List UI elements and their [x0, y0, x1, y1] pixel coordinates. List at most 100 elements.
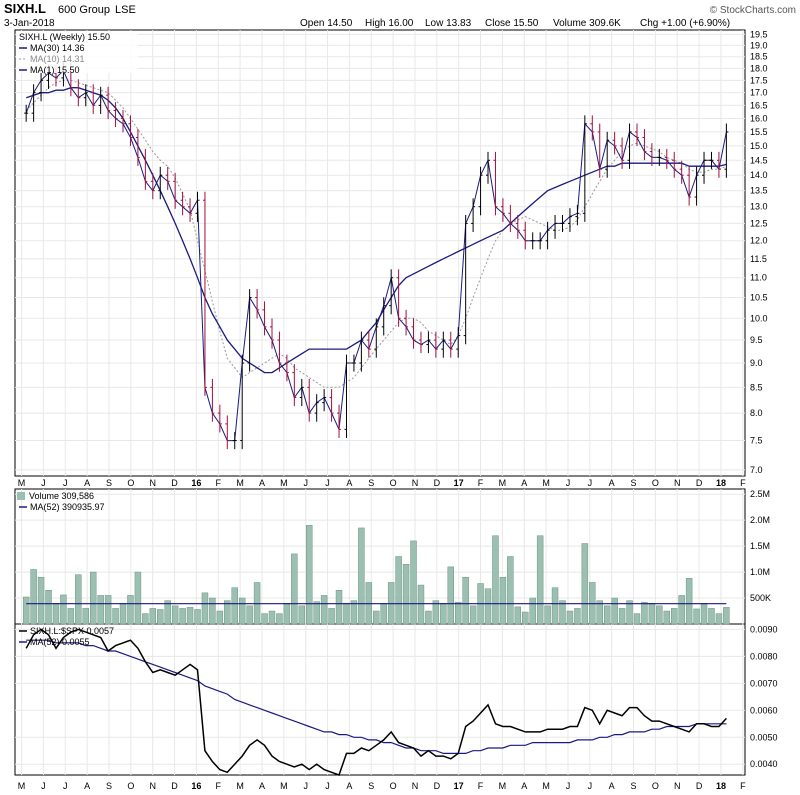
volume-bar — [529, 597, 536, 625]
price-bar — [314, 394, 319, 422]
x-tick-label: O — [390, 478, 397, 488]
volume-bar — [432, 600, 440, 625]
volume-bar — [663, 610, 671, 625]
x-tick-label: D — [696, 478, 703, 488]
price-bar — [433, 331, 438, 358]
volume-bar — [700, 602, 708, 625]
volume-bar — [693, 608, 700, 625]
volume-bar — [134, 571, 142, 625]
volume-bar — [112, 608, 119, 625]
price-bar — [575, 204, 580, 226]
price-bar — [389, 269, 394, 315]
price-bar — [351, 354, 356, 372]
x-tick-label: A — [609, 781, 615, 791]
price-tick-label: 7.5 — [750, 436, 763, 446]
x-tick-label: 16 — [191, 781, 201, 791]
price-bars — [24, 62, 729, 450]
volume-bar — [410, 540, 417, 625]
volume-bar — [447, 566, 454, 625]
volume-bar — [194, 609, 201, 625]
x-tick-label: A — [84, 781, 90, 791]
price-bar — [612, 131, 617, 155]
volume-value: Volume 309.6K — [553, 18, 621, 29]
volume-tick-label: 500K — [750, 593, 771, 603]
volume-bar — [484, 588, 492, 625]
volume-bar — [596, 600, 603, 625]
volume-bar — [52, 602, 60, 625]
volume-bar — [492, 535, 499, 625]
price-tick-label: 18.0 — [750, 63, 768, 73]
price-bar — [493, 151, 498, 216]
price-tick-label: 16.0 — [750, 113, 768, 123]
price-bar — [247, 289, 252, 372]
x-tick-label: A — [346, 781, 352, 791]
x-tick-label: 18 — [716, 781, 726, 791]
x-tick-label: J — [588, 781, 593, 791]
price-tick-label: 15.0 — [750, 141, 768, 151]
price-bar — [508, 204, 513, 232]
price-bar — [232, 432, 237, 450]
legend-ma30: MA(30) 14.36 — [30, 43, 85, 53]
volume-bar — [536, 535, 544, 625]
x-tick-label: M — [499, 781, 507, 791]
price-tick-label: 17.0 — [750, 88, 768, 98]
price-bar — [322, 389, 327, 412]
price-bar — [83, 84, 88, 107]
volume-bar — [30, 569, 37, 625]
x-tick-label: M — [280, 781, 288, 791]
volume-bar — [89, 571, 97, 625]
x-tick-label: N — [149, 781, 156, 791]
volume-bar — [238, 597, 246, 625]
x-tick-label: J — [63, 478, 68, 488]
volume-bar — [298, 605, 306, 625]
x-tick-label: D — [171, 478, 178, 488]
volume-tick-label: 1.5M — [750, 541, 770, 551]
x-tick-label: A — [259, 781, 265, 791]
price-bar — [217, 404, 222, 433]
volume-bar — [216, 610, 224, 625]
volume-tick-label: 1.0M — [750, 567, 770, 577]
volume-bar — [626, 600, 633, 625]
volume-bar — [611, 597, 618, 625]
price-legend: SIXH.L (Weekly) 15.50 MA(30) 14.36 MA(10… — [16, 31, 138, 75]
x-tick-label: M — [499, 478, 507, 488]
price-bar — [180, 191, 185, 216]
price-tick-label: 12.0 — [750, 236, 768, 246]
close-value: Close 15.50 — [485, 18, 539, 29]
price-bar — [523, 221, 528, 250]
price-bar — [709, 151, 714, 169]
volume-bar — [149, 608, 157, 625]
price-tick-label: 18.5 — [750, 52, 768, 62]
x-tick-label: O — [127, 781, 134, 791]
volume-bar — [291, 553, 298, 625]
price-tick-label: 10.5 — [750, 293, 768, 303]
price-tick-label: 12.5 — [750, 218, 768, 228]
volume-bar — [514, 606, 522, 625]
x-tick-label: J — [566, 781, 571, 791]
high-value: High 16.00 — [365, 18, 414, 29]
x-tick-label: J — [63, 781, 68, 791]
price-bar — [530, 232, 535, 250]
x-tick-label: J — [41, 478, 46, 488]
volume-bar — [350, 600, 358, 625]
price-bar — [195, 191, 200, 222]
volume-bar — [507, 556, 514, 625]
x-tick-label: N — [412, 781, 419, 791]
x-tick-label: M — [18, 478, 26, 488]
x-tick-label: F — [478, 478, 484, 488]
price-tick-label: 7.0 — [750, 465, 763, 475]
price-bar — [225, 415, 230, 450]
x-tick-label: O — [390, 781, 397, 791]
price-bar — [448, 331, 453, 358]
price-bar — [337, 404, 342, 438]
volume-bar — [395, 556, 402, 625]
price-bar — [515, 214, 520, 239]
x-tick-label: N — [149, 478, 156, 488]
x-tick-label: 18 — [716, 478, 726, 488]
volume-bar — [320, 595, 328, 625]
x-tick-label: F — [740, 478, 746, 488]
volume-bar — [75, 574, 82, 625]
price-tick-label: 16.5 — [750, 100, 768, 110]
price-bar — [143, 148, 148, 190]
